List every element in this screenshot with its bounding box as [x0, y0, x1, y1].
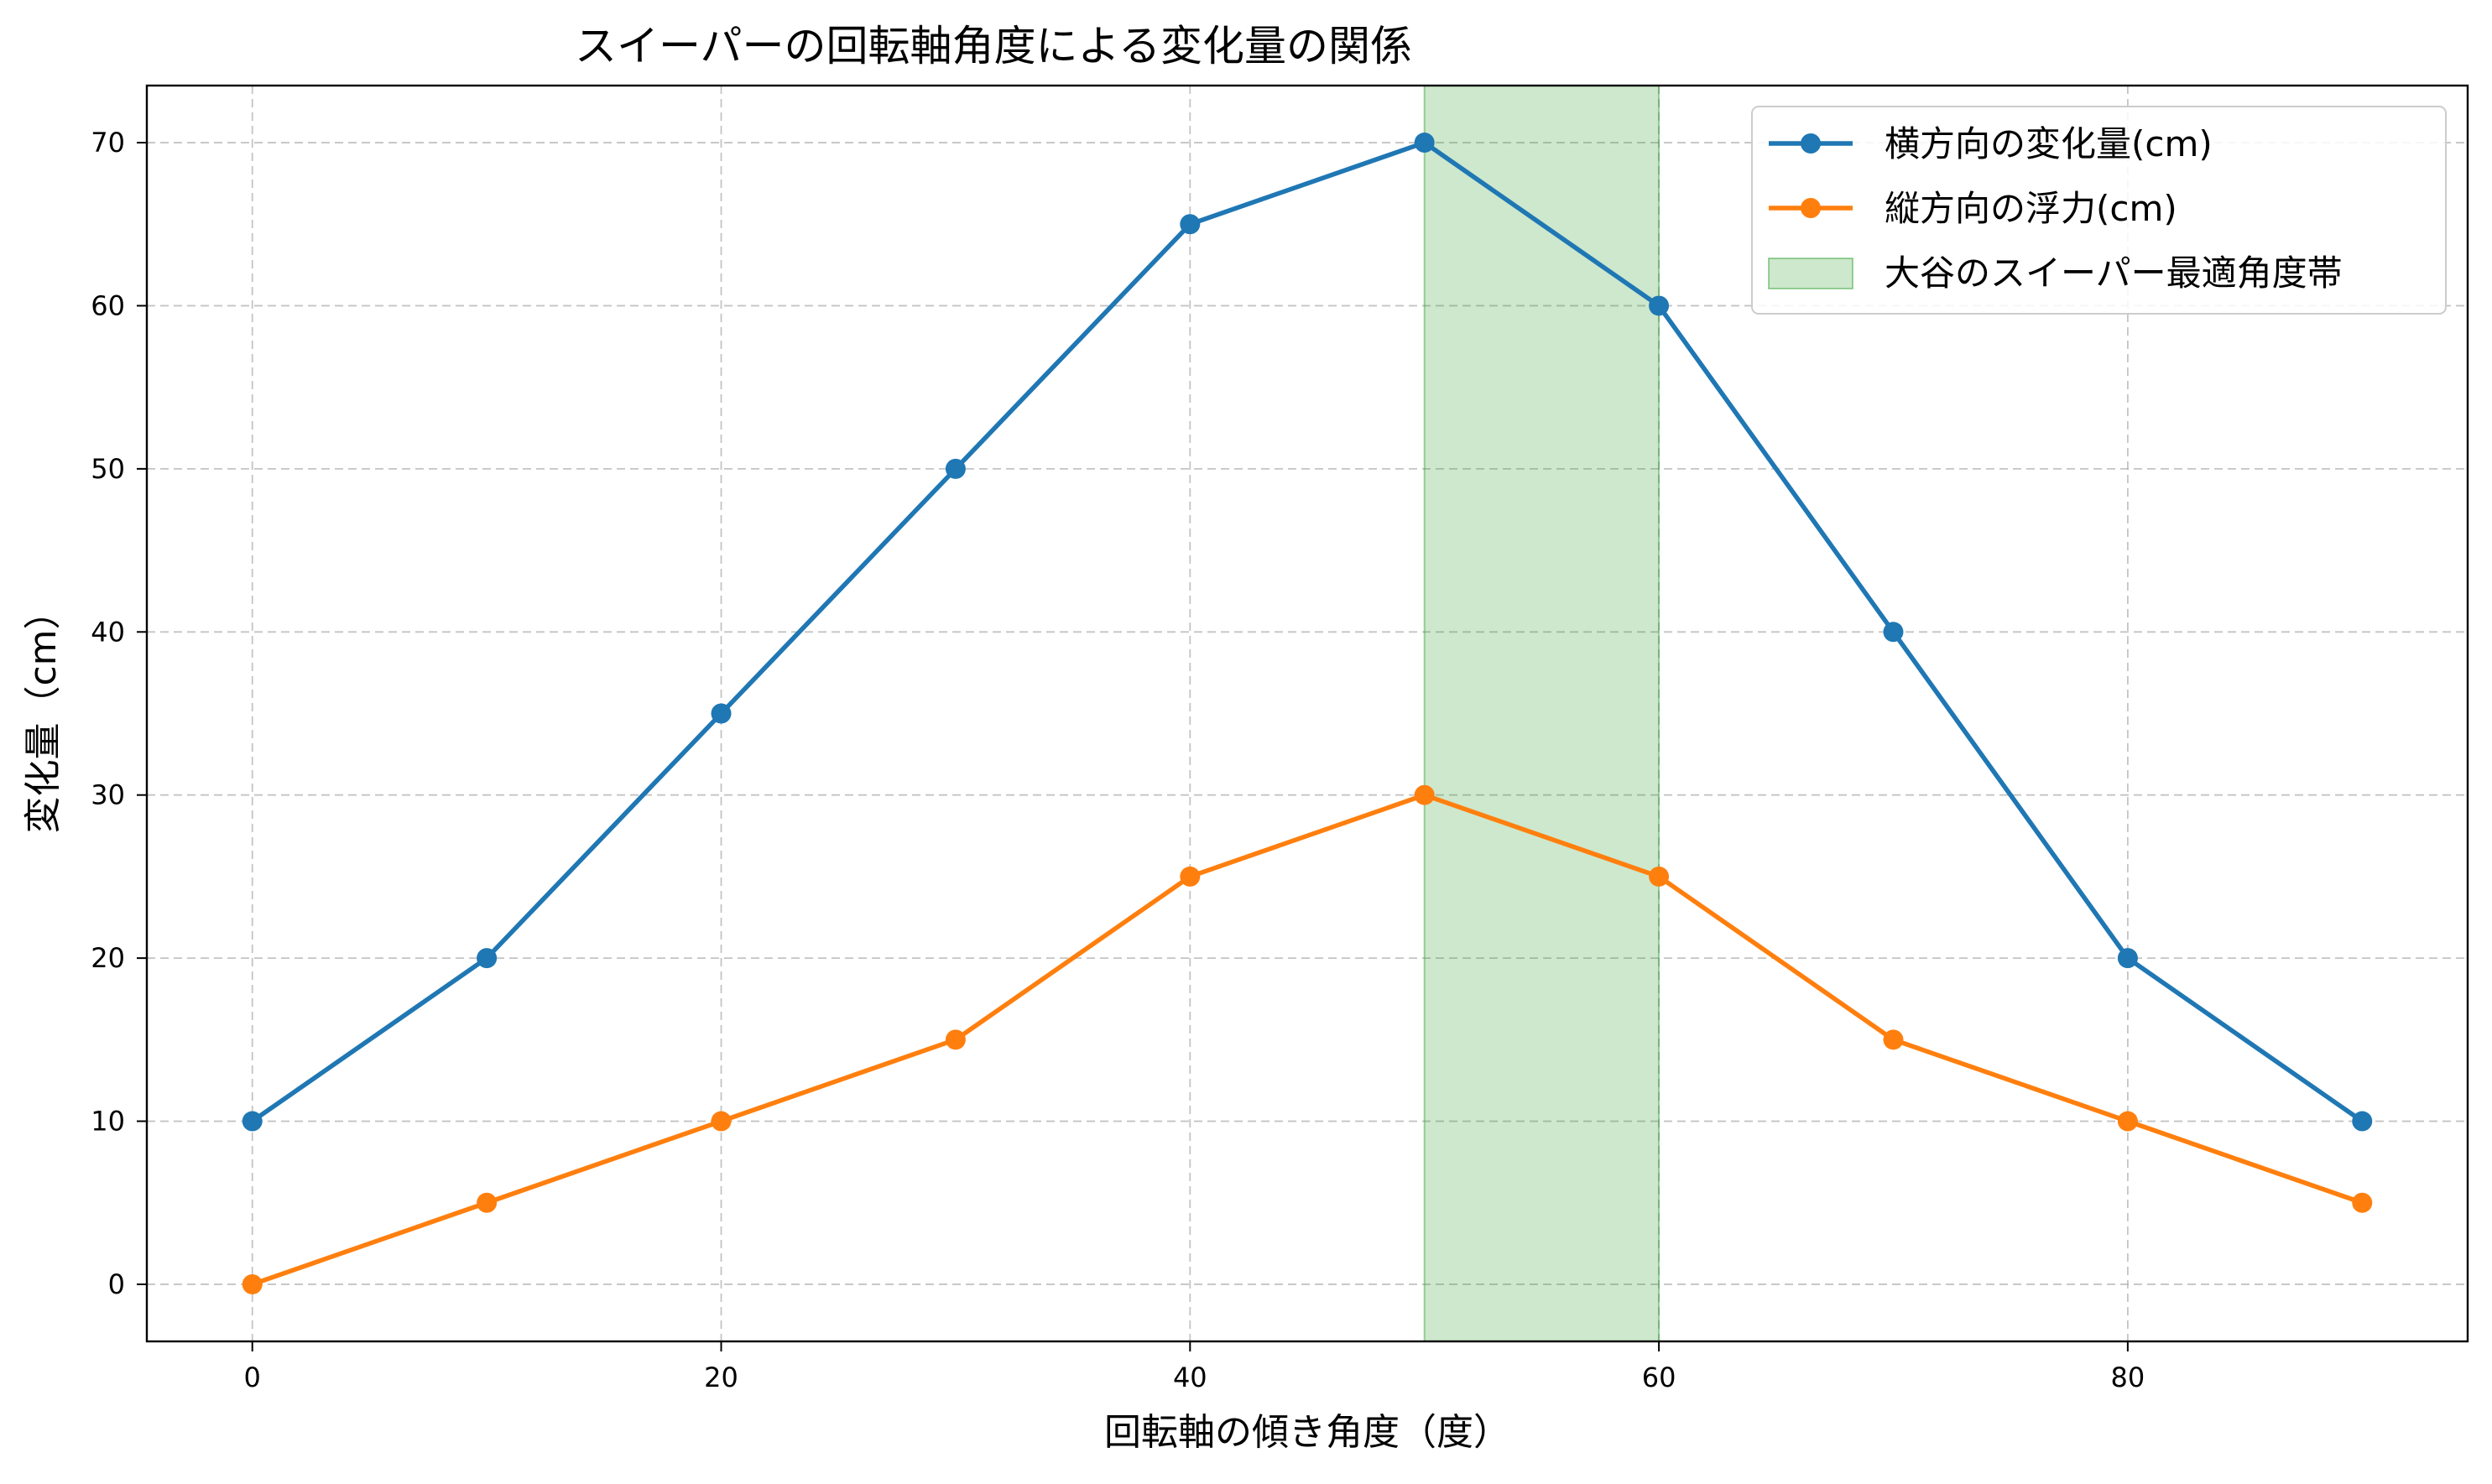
data-point-horizontal — [1180, 214, 1201, 235]
series-line-vertical — [249, 792, 2365, 1287]
data-point-horizontal — [1883, 622, 1904, 643]
plot-frame — [145, 84, 2469, 1343]
x-tick-label: 80 — [2111, 1362, 2145, 1393]
data-point-vertical — [477, 1192, 498, 1213]
x-tick-label: 0 — [244, 1362, 261, 1393]
data-point-vertical — [1414, 784, 1435, 805]
legend: 横方向の変化量(cm) 縦方向の浮力(cm) 大谷のスイーパー最適角度帯 — [1751, 106, 2447, 315]
data-point-horizontal — [1414, 133, 1435, 154]
data-point-horizontal — [1649, 295, 1670, 316]
series-line-horizontal — [249, 140, 2365, 1124]
legend-frame — [1751, 106, 2447, 315]
data-point-vertical — [1883, 1029, 1904, 1050]
x-tick-label: 40 — [1173, 1362, 1207, 1393]
y-tick-label: 10 — [91, 1106, 125, 1138]
optimal-angle-band — [1423, 85, 1660, 1342]
data-point-vertical — [2117, 1111, 2138, 1132]
series-layer — [242, 133, 2373, 1294]
data-point-horizontal — [2352, 1111, 2373, 1132]
legend-label-optimal-band: 大谷のスイーパー最適角度帯 — [1885, 253, 2343, 294]
x-tick-label: 60 — [1642, 1362, 1676, 1393]
data-point-horizontal — [945, 458, 966, 479]
data-point-vertical — [1649, 866, 1670, 887]
legend-swatch-optimal-band — [1768, 258, 1853, 289]
x-axis-ticks: 0 20 40 60 80 — [244, 1341, 2145, 1393]
data-point-horizontal — [477, 948, 498, 969]
x-tick-label: 20 — [704, 1362, 738, 1393]
data-point-vertical — [2352, 1192, 2373, 1213]
legend-label-horizontal: 横方向の変化量(cm) — [1885, 123, 2213, 164]
x-axis-label: 回転軸の傾き角度（度） — [1104, 1411, 1510, 1454]
y-tick-label: 70 — [91, 127, 125, 159]
legend-label-vertical: 縦方向の浮力(cm) — [1885, 188, 2177, 229]
shaded-region-layer — [1423, 85, 1660, 1342]
y-tick-label: 20 — [91, 942, 125, 974]
y-axis-label: 変化量（cm） — [22, 592, 65, 833]
data-point-horizontal — [2117, 948, 2138, 969]
data-point-horizontal — [711, 703, 732, 724]
y-tick-label: 0 — [108, 1268, 125, 1300]
data-point-vertical — [242, 1273, 263, 1294]
y-tick-label: 40 — [91, 616, 125, 648]
data-point-vertical — [945, 1029, 966, 1050]
chart-title: スイーパーの回転軸角度による変化量の関係 — [575, 22, 1412, 70]
y-tick-label: 50 — [91, 453, 125, 485]
y-tick-label: 30 — [91, 779, 125, 811]
legend-marker-vertical — [1801, 198, 1821, 218]
data-point-horizontal — [242, 1111, 263, 1132]
legend-marker-horizontal — [1801, 133, 1821, 154]
data-point-vertical — [1180, 866, 1201, 887]
y-tick-label: 60 — [91, 289, 125, 321]
data-point-vertical — [711, 1111, 732, 1132]
y-axis-ticks: 0 10 20 30 40 50 60 70 — [91, 127, 147, 1300]
